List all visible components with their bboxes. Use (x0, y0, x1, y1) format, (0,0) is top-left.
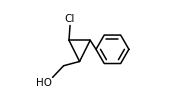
Text: HO: HO (36, 78, 52, 88)
Text: Cl: Cl (65, 14, 75, 24)
